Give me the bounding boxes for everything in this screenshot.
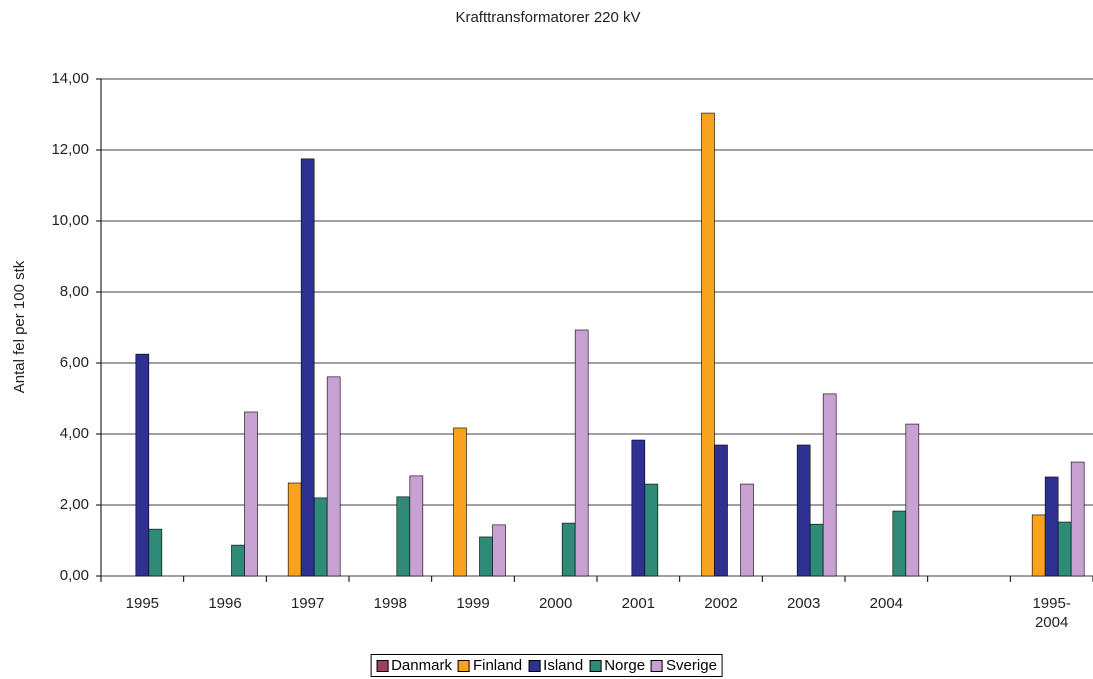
bar [453,427,467,577]
legend-swatch [589,659,602,672]
bar [644,483,659,577]
legend-label: Island [543,657,584,674]
bar [244,411,258,577]
legend-swatch [528,659,541,672]
chart-title: Krafttransformatorer 220 kV [455,9,640,26]
legend-item: Finland [457,657,523,674]
legend-item: Danmark [376,657,452,674]
x-tick-label: 1995- 2004 [1032,595,1071,631]
legend-item: Island [528,657,583,674]
bar [231,544,245,577]
bar [809,523,824,577]
bar [796,444,811,577]
x-tick-label: 2000 [538,595,573,612]
bar [300,158,315,577]
legend-swatch [376,659,389,672]
y-tick-label: 6,00 [60,354,89,371]
legend-label: Finland [472,657,523,674]
y-axis-label: Antal fel per 100 stk [11,260,28,393]
bar [714,444,728,577]
y-tick-label: 10,00 [51,212,89,229]
y-tick-label: 0,00 [60,567,89,584]
x-tick-label: 1999 [456,595,490,612]
bar [396,496,411,577]
y-tick-label: 8,00 [60,283,89,300]
legend-swatch [651,659,664,672]
bar [1031,514,1046,577]
x-tick-label: 2003 [786,595,821,612]
legend-swatch [457,659,470,672]
bar [492,524,506,577]
bar [479,536,493,577]
bar [148,528,163,577]
legend-label: Norge [604,657,646,674]
y-tick-label: 4,00 [60,425,89,442]
legend-item: Sverige [651,657,717,674]
y-tick-label: 2,00 [60,496,89,513]
y-tick-label: 14,00 [51,70,89,87]
legend-item: Norge [589,657,645,674]
bar [326,376,341,577]
x-tick-label: 1998 [373,595,408,612]
bar [1057,521,1072,577]
x-tick-label: 1996 [208,595,242,612]
bar [822,393,837,577]
legend: Danmark Finland Island Norge Sverige [370,654,723,677]
bar [1044,476,1059,577]
bar [740,483,754,577]
x-tick-label: 2004 [869,595,904,612]
x-tick-label: 1995 [125,595,160,612]
bar [892,510,907,577]
bar [135,353,150,577]
bar [905,423,920,577]
bar [631,439,646,577]
y-tick-label: 12,00 [51,141,89,158]
bar [313,497,328,577]
x-tick-label: 1997 [290,595,325,612]
x-tick-label: 2002 [704,595,738,612]
bar [574,329,589,577]
bar [409,475,424,577]
bar [701,112,715,577]
bar [287,482,302,577]
x-tick-label: 2001 [621,595,656,612]
bar [561,522,576,577]
bar [1070,461,1085,577]
legend-label: Danmark [391,657,452,674]
legend-label: Sverige [666,657,717,674]
